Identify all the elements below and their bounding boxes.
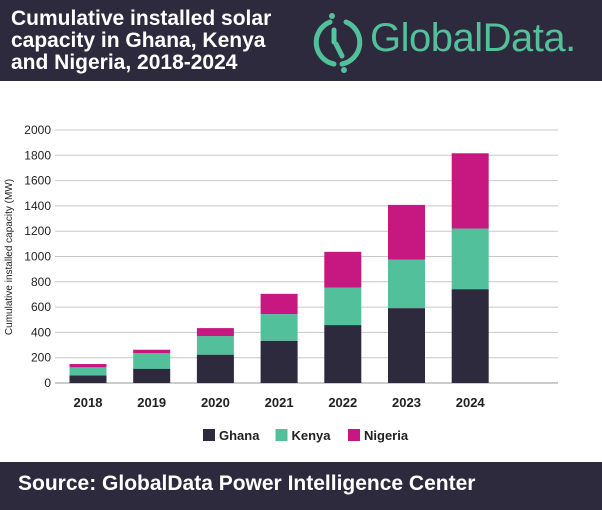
x-tick-label: 2020 (201, 395, 230, 410)
bar-ghana-2024 (451, 289, 489, 383)
bar-kenya-2020 (196, 336, 234, 355)
bar-kenya-2022 (324, 287, 362, 326)
y-tick-label: 0 (44, 376, 51, 390)
x-tick-label: 2024 (456, 395, 486, 410)
legend-label-kenya: Kenya (292, 428, 332, 443)
bar-chart: 0 200 400 600 800 1000 1200 1400 1600 1800 2000 201… (4, 123, 558, 443)
bar-kenya-2024 (451, 228, 489, 290)
x-tick-label: 2022 (328, 395, 357, 410)
y-tick-label: 600 (31, 300, 51, 314)
bar-ghana-2023 (388, 308, 425, 383)
bar-nigeria-2022 (324, 251, 362, 288)
y-tick-label: 200 (31, 351, 51, 365)
bar-nigeria-2023 (388, 204, 425, 260)
bar-ghana-2022 (324, 325, 362, 383)
y-tick-label: 1000 (24, 250, 51, 264)
bar-kenya-2023 (388, 259, 425, 309)
bar-nigeria-2019 (133, 349, 171, 354)
y-axis-label: Cumulative installed capacity (MW) (4, 179, 15, 335)
x-tick-label: 2018 (74, 395, 103, 410)
globaldata-logo-icon (313, 13, 363, 73)
bar-ghana-2021 (260, 340, 298, 383)
bar-nigeria-2018 (69, 364, 107, 368)
y-tick-label: 1200 (24, 224, 51, 238)
y-tick-label: 1600 (24, 174, 51, 188)
legend-swatch-ghana (203, 429, 215, 441)
bar-nigeria-2021 (260, 293, 298, 315)
legend-label-nigeria: Nigeria (364, 428, 409, 443)
y-tick-label: 2000 (24, 123, 51, 137)
y-tick-label: 1400 (24, 199, 51, 213)
logo-text: GlobalData. (370, 16, 576, 60)
bar-ghana-2018 (69, 375, 107, 383)
footer-band: Source: GlobalData Power Intelligence Ce… (0, 462, 602, 510)
bar-kenya-2019 (133, 353, 171, 369)
bar-nigeria-2024 (451, 153, 489, 229)
chart-title: Cumulative installed solar capacity in G… (11, 7, 272, 74)
x-tick-label: 2021 (265, 395, 294, 410)
x-tick-label: 2019 (137, 395, 166, 410)
legend-swatch-nigeria (348, 429, 360, 441)
source-note: Source: GlobalData Power Intelligence Ce… (18, 472, 476, 495)
legend-label-ghana: Ghana (219, 428, 260, 443)
bar-kenya-2018 (69, 367, 107, 376)
y-tick-label: 800 (31, 275, 51, 289)
header-band: Cumulative installed solar capacity in G… (0, 0, 602, 81)
x-tick-label: 2023 (392, 395, 421, 410)
bar-nigeria-2020 (196, 328, 234, 337)
bar-ghana-2019 (133, 368, 171, 383)
bar-ghana-2020 (196, 354, 234, 383)
y-tick-label: 400 (31, 325, 51, 339)
legend-swatch-kenya (275, 429, 288, 441)
bar-kenya-2021 (260, 314, 298, 341)
y-tick-label: 1800 (24, 148, 51, 162)
